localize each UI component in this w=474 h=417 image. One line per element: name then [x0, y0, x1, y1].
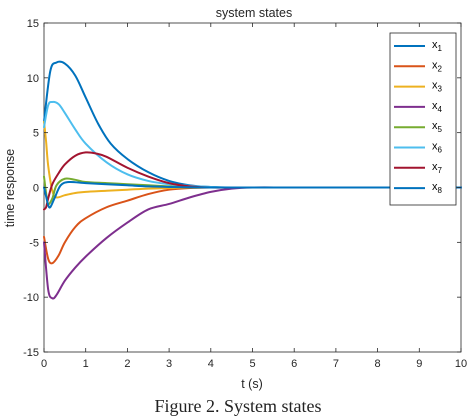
- figure-caption: Figure 2. System states: [155, 396, 322, 416]
- legend-item-x1: x1: [394, 39, 443, 53]
- legend-item-x6: x6: [394, 141, 443, 155]
- legend-item-x3: x3: [394, 80, 443, 94]
- y-tick-label: 15: [27, 18, 39, 30]
- legend-label: x2: [432, 59, 443, 73]
- series-layer: [43, 60, 462, 300]
- x-tick-label: 2: [124, 358, 130, 370]
- legend-item-x7: x7: [394, 161, 443, 175]
- legend: x1 x2 x3 x4 x5 x6 x7 x8: [389, 32, 457, 206]
- y-tick-label: 0: [33, 183, 39, 195]
- x-tick-label: 7: [333, 358, 339, 370]
- x-tick-label: 4: [208, 358, 214, 370]
- legend-item-x8: x8: [394, 181, 443, 195]
- y-tick-label: -15: [23, 347, 39, 359]
- x-tick-label: 5: [249, 358, 255, 370]
- legend-item-x2: x2: [394, 59, 443, 73]
- legend-items: x1 x2 x3 x4 x5 x6 x7 x8: [394, 39, 443, 195]
- x-tick-label: 10: [455, 358, 467, 370]
- x-tick-label: 0: [41, 358, 47, 370]
- legend-label: x7: [432, 161, 443, 175]
- y-tick-label: 10: [27, 73, 39, 85]
- legend-label: x8: [432, 181, 443, 195]
- legend-label: x5: [432, 120, 443, 134]
- legend-label: x6: [432, 141, 443, 155]
- y-axis-label: time response: [3, 149, 17, 228]
- y-tick-label: 5: [33, 128, 39, 140]
- legend-label: x3: [432, 80, 443, 94]
- y-tick-label: -10: [23, 292, 39, 304]
- x-tick-label: 1: [83, 358, 89, 370]
- x-tick-label: 3: [166, 358, 172, 370]
- chart-title: system states: [216, 6, 292, 20]
- y-tick-label: -5: [29, 237, 39, 249]
- legend-label: x1: [432, 39, 443, 53]
- series-line-x8: [43, 180, 462, 209]
- x-axis-label: t (s): [241, 377, 263, 391]
- x-tick-label: 6: [291, 358, 297, 370]
- tick-layer: 0 1 2 3 4 5 6 7 8 9 10 -15 -10 -5 0 5 10 15: [23, 18, 467, 370]
- legend-box: [389, 32, 457, 206]
- legend-item-x5: x5: [394, 120, 443, 134]
- legend-label: x4: [432, 100, 443, 114]
- legend-item-x4: x4: [394, 100, 443, 114]
- x-tick-label: 8: [375, 358, 381, 370]
- x-tick-label: 9: [416, 358, 422, 370]
